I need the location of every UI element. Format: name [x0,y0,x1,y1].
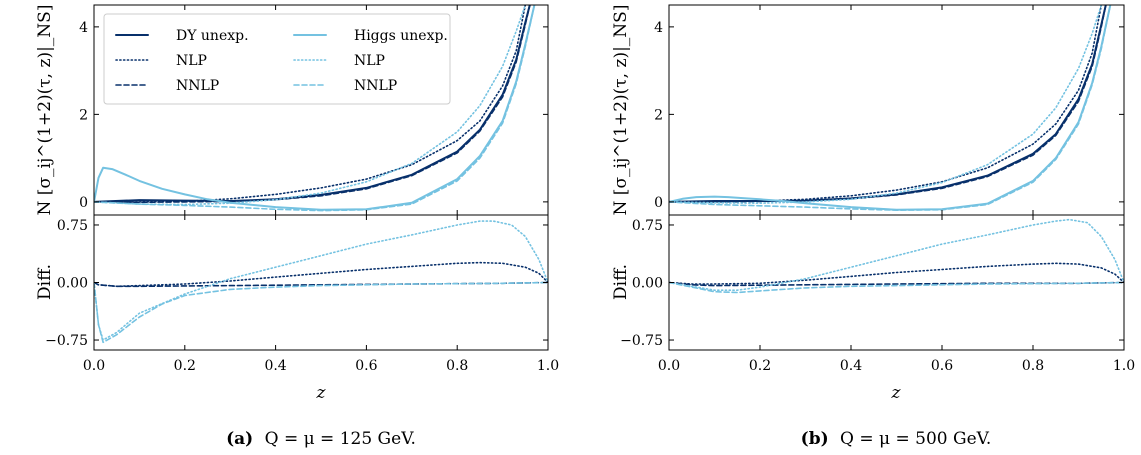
panel-a: 0 2 4 0.75 0.00 −0.75 0.0 0.2 0.4 0.6 0.8 1.0 N [σ_… [35,4,559,449]
panel-b-caption-text: Q = μ = 500 GeV. [840,429,991,449]
series-line-h_unexp [94,5,536,211]
panel-b-bottom-lines [669,218,1124,294]
series-line-h_unexp [669,5,1112,211]
panel-a-bottom-frame [93,214,549,351]
panel-b-bottom-ylabel: Diff. [611,264,631,300]
panel-b-top-lines [669,5,1112,211]
ytick-label: 4 [654,20,663,36]
legend-label-h_unexp: Higgs unexp. [354,28,448,44]
ytick-label: 2 [654,107,663,123]
series-line-dy_nnlp [669,5,1107,203]
ytick-label: −0.75 [620,333,663,349]
legend: DY unexp. NLP NNLP Higgs unexp. NLP NNLP [103,13,451,105]
series-line-h_nnlp [669,5,1112,211]
series-line-h_nlp [669,218,1124,291]
series-line-h_nlp [94,220,548,341]
panel-b-xlabel: z [891,383,902,403]
xtick-label: 0.6 [931,358,953,374]
series-line-h_nlp [94,5,527,206]
ytick-label: 0 [654,195,663,211]
legend-box [103,13,451,105]
legend-label-h_nlp: NLP [354,53,385,69]
series-line-dy_nlp [669,262,1124,285]
xtick-label: 0.0 [658,358,680,374]
ytick-label: 4 [79,20,88,36]
panel-a-top-ylabel: N [σ_ij^(1+2)(τ, z)|_NS] [35,5,55,216]
ytick-label: 2 [79,107,88,123]
panel-b-caption: (b) Q = μ = 500 GeV. [801,429,992,449]
panel-a-axes: 0 2 4 0.75 0.00 −0.75 0.0 0.2 0.4 0.6 0.8 1.0 [45,5,559,374]
ytick-label: 0 [79,195,88,211]
panel-a-top-lines [94,5,536,212]
legend-label-h_nnlp: NNLP [354,78,397,94]
xtick-label: 0.4 [840,358,862,374]
panel-a-caption-text: Q = μ = 125 GeV. [265,429,416,449]
xtick-label: 0.2 [749,358,771,374]
panel-a-xlabel: z [316,383,327,403]
panel-b-caption-label: (b) [801,429,829,449]
legend-label-dy_nnlp: NNLP [176,78,219,94]
ytick-label: 0.00 [57,276,88,292]
legend-label-dy_nlp: NLP [176,53,207,69]
panel-a-bottom-lines [94,220,548,344]
series-line-dy_nnlp [94,5,531,204]
xtick-label: 1.0 [537,358,559,374]
series-line-h_nnlp [94,5,536,212]
panel-a-bottom-ylabel: Diff. [35,264,55,300]
ytick-label: −0.75 [45,333,88,349]
ytick-label: 0.75 [57,218,88,234]
panel-b: 0 2 4 0.75 0.00 −0.75 0.0 0.2 0.4 0.6 0.8 1.0 N [σ_… [611,4,1135,449]
xtick-label: 0.4 [264,358,286,374]
panel-a-caption-label: (a) [226,429,253,449]
panel-b-axes: 0 2 4 0.75 0.00 −0.75 0.0 0.2 0.4 0.6 0.8 1.0 [620,5,1135,374]
series-line-h_nnlp [669,281,1124,294]
ytick-label: 0.75 [632,218,663,234]
series-line-dy_nlp [669,5,1103,203]
legend-label-dy_unexp: DY unexp. [176,28,249,44]
xtick-label: 0.0 [83,358,105,374]
xtick-label: 0.8 [1022,358,1044,374]
legend-items: DY unexp. NLP NNLP Higgs unexp. NLP NNLP [115,28,448,94]
xtick-label: 0.6 [355,358,377,374]
xtick-label: 0.2 [174,358,196,374]
panel-b-top-ylabel: N [σ_ij^(1+2)(τ, z)|_NS] [611,5,631,216]
xtick-label: 0.8 [446,358,468,374]
panel-a-caption: (a) Q = μ = 125 GeV. [226,429,416,449]
xtick-label: 1.0 [1113,358,1135,374]
series-line-h_nnlp [94,281,548,344]
ytick-label: 0.00 [632,276,663,292]
panel-b-top-frame [668,4,1125,216]
series-line-h_nlp [669,5,1103,204]
